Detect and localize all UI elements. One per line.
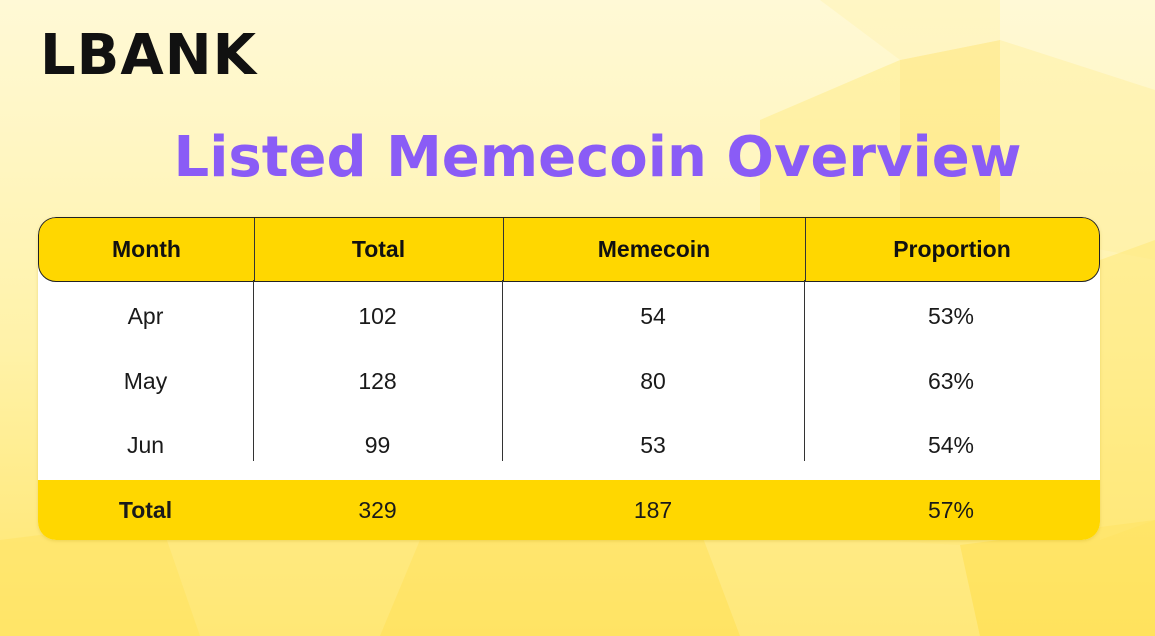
- cell-month: Apr: [127, 302, 164, 329]
- column-divider: [804, 280, 805, 461]
- table-footer-row: Total 329 187 57%: [38, 480, 1100, 540]
- cell-month: Jun: [126, 431, 165, 458]
- cell-proportion: 54%: [927, 431, 975, 458]
- data-table: Month Total Memecoin Proportion Apr 102 …: [38, 217, 1100, 540]
- column-divider: [253, 280, 254, 461]
- header-month: Month: [112, 236, 181, 262]
- cell-memecoin: 54: [640, 302, 666, 329]
- footer-total: 329: [358, 496, 397, 523]
- cell-proportion: 53%: [927, 302, 975, 329]
- chart-title: Listed Memecoin Overview: [173, 125, 1022, 190]
- cell-proportion: 63%: [927, 367, 975, 394]
- cell-total: 102: [358, 302, 397, 329]
- column-divider: [502, 280, 503, 461]
- table-row: May 128 80 63%: [38, 349, 1100, 413]
- footer-proportion: 57%: [927, 496, 975, 523]
- cell-memecoin: 80: [640, 367, 666, 394]
- table-row: Apr 102 54 53%: [38, 284, 1100, 348]
- header-divider: [805, 218, 806, 281]
- header-total: Total: [351, 236, 406, 262]
- header-memecoin: Memecoin: [597, 236, 711, 262]
- header-proportion: Proportion: [893, 236, 1011, 262]
- footer-label: Total: [118, 496, 173, 523]
- table-header-row: Month Total Memecoin Proportion: [38, 217, 1100, 282]
- cell-total: 99: [364, 431, 391, 458]
- table-row: Jun 99 53 54%: [38, 413, 1100, 477]
- cell-memecoin: 53: [640, 431, 666, 458]
- cell-month: May: [123, 367, 168, 394]
- cell-total: 128: [358, 367, 397, 394]
- header-divider: [503, 218, 504, 281]
- brand-logo: LBANK: [40, 23, 257, 88]
- header-divider: [254, 218, 255, 281]
- footer-memecoin: 187: [633, 496, 673, 523]
